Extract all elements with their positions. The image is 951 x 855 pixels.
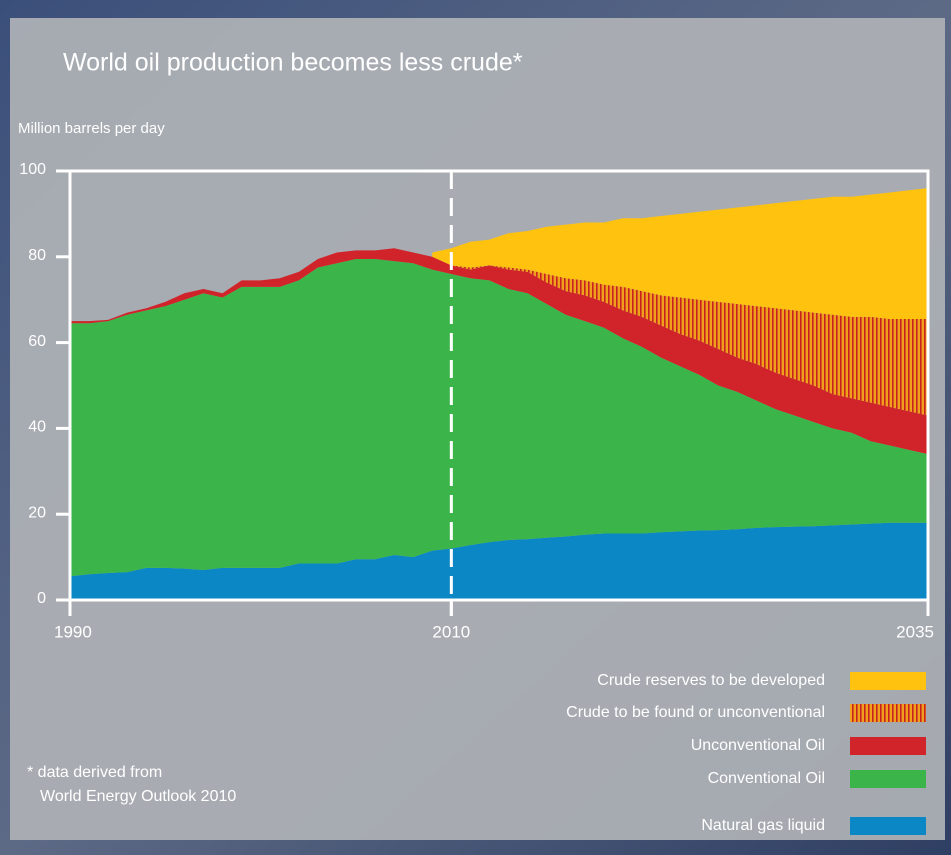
y-tick-label: 80 — [28, 247, 46, 264]
y-tick-label: 60 — [28, 333, 46, 350]
area — [432, 188, 928, 320]
y-tick-label: 100 — [19, 161, 46, 178]
area — [451, 265, 928, 416]
legend-swatch — [850, 737, 926, 755]
x-tick-label: 2010 — [432, 622, 470, 641]
footnote: World Energy Outlook 2010 — [40, 788, 236, 805]
legend-label: Unconventional Oil — [691, 737, 825, 754]
y-tick-label: 0 — [37, 590, 46, 607]
y-axis-label: Million barrels per day — [18, 120, 165, 137]
area — [70, 258, 928, 577]
x-tick-label: 1990 — [54, 622, 92, 641]
x-tick-label: 2035 — [896, 622, 934, 641]
y-tick-label: 40 — [28, 419, 46, 436]
y-tick-label: 20 — [28, 504, 46, 521]
legend-label: Conventional Oil — [708, 770, 825, 787]
legend-swatch — [850, 770, 926, 788]
legend-swatch — [850, 817, 926, 835]
area — [70, 522, 928, 600]
legend-label: Crude to be found or unconventional — [566, 704, 825, 721]
legend-swatch — [850, 704, 926, 722]
legend-swatch — [850, 672, 926, 690]
plot-frame — [68, 169, 930, 602]
chart-title: World oil production becomes less crude* — [63, 49, 523, 77]
footnote: * data derived from — [27, 764, 162, 781]
legend-label: Crude reserves to be developed — [597, 672, 825, 689]
legend-label: Natural gas liquid — [701, 817, 825, 834]
